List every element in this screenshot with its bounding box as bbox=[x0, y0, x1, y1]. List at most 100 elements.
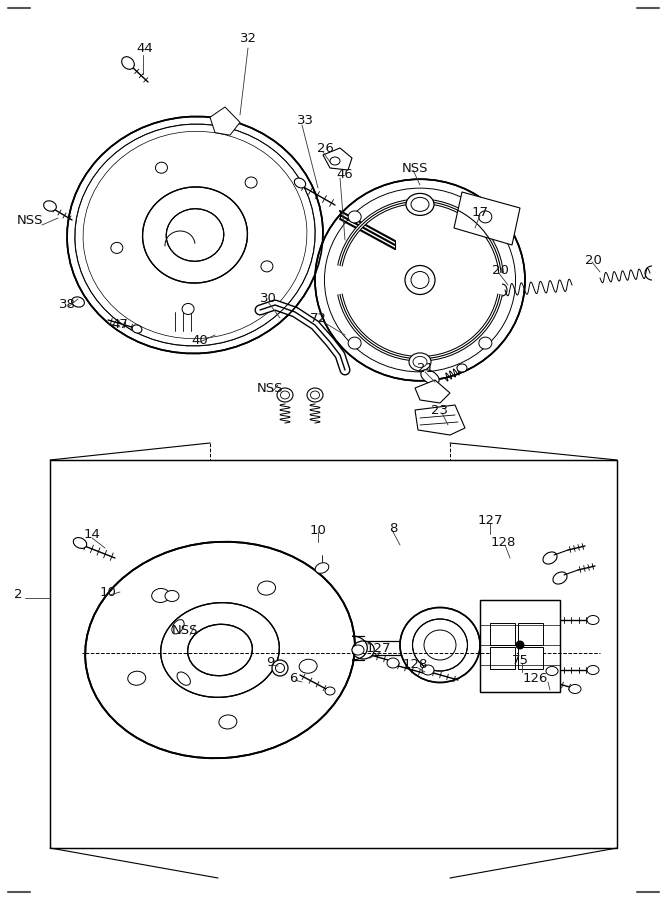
Text: 126: 126 bbox=[522, 671, 548, 685]
Ellipse shape bbox=[155, 162, 167, 173]
Ellipse shape bbox=[457, 364, 467, 372]
Ellipse shape bbox=[330, 157, 340, 165]
Text: 38: 38 bbox=[59, 299, 75, 311]
Ellipse shape bbox=[43, 201, 56, 212]
Ellipse shape bbox=[299, 659, 317, 673]
Text: 44: 44 bbox=[137, 41, 153, 55]
Polygon shape bbox=[323, 148, 352, 170]
Text: 32: 32 bbox=[239, 32, 257, 44]
Ellipse shape bbox=[261, 261, 273, 272]
Text: 47: 47 bbox=[111, 319, 129, 331]
Bar bbox=[490, 623, 515, 645]
Ellipse shape bbox=[543, 552, 557, 564]
Ellipse shape bbox=[411, 272, 429, 289]
Ellipse shape bbox=[421, 370, 439, 384]
Ellipse shape bbox=[325, 687, 335, 695]
Ellipse shape bbox=[348, 211, 361, 223]
Ellipse shape bbox=[479, 338, 492, 349]
Text: 17: 17 bbox=[472, 205, 488, 219]
Ellipse shape bbox=[405, 266, 435, 294]
Polygon shape bbox=[454, 192, 520, 245]
Text: 20: 20 bbox=[584, 254, 602, 266]
Ellipse shape bbox=[553, 572, 567, 584]
Bar bbox=[50, 460, 617, 848]
Text: 33: 33 bbox=[297, 113, 313, 127]
Text: 9: 9 bbox=[266, 655, 274, 669]
Text: 21: 21 bbox=[416, 362, 434, 374]
Ellipse shape bbox=[272, 660, 288, 676]
Ellipse shape bbox=[411, 197, 429, 211]
Ellipse shape bbox=[406, 194, 434, 215]
Ellipse shape bbox=[257, 581, 275, 595]
Ellipse shape bbox=[165, 590, 179, 601]
Ellipse shape bbox=[294, 178, 305, 188]
Ellipse shape bbox=[387, 658, 399, 668]
Ellipse shape bbox=[546, 667, 558, 676]
Bar bbox=[518, 623, 543, 645]
Ellipse shape bbox=[587, 665, 599, 674]
Ellipse shape bbox=[172, 619, 184, 634]
Text: NSS: NSS bbox=[402, 161, 428, 175]
Ellipse shape bbox=[245, 177, 257, 188]
Ellipse shape bbox=[409, 353, 431, 371]
Ellipse shape bbox=[85, 542, 355, 758]
Ellipse shape bbox=[275, 663, 285, 672]
Ellipse shape bbox=[219, 715, 237, 729]
Ellipse shape bbox=[422, 665, 434, 675]
Bar bbox=[50, 460, 617, 848]
Ellipse shape bbox=[413, 356, 427, 367]
Text: 30: 30 bbox=[259, 292, 276, 304]
Ellipse shape bbox=[177, 672, 190, 685]
Text: 6: 6 bbox=[289, 671, 297, 685]
Ellipse shape bbox=[277, 388, 293, 402]
Polygon shape bbox=[210, 107, 240, 135]
Ellipse shape bbox=[182, 303, 194, 314]
Ellipse shape bbox=[187, 625, 252, 676]
Text: NSS: NSS bbox=[17, 213, 43, 227]
Text: 10: 10 bbox=[99, 586, 117, 598]
Ellipse shape bbox=[71, 297, 85, 307]
Ellipse shape bbox=[569, 685, 581, 694]
Bar bbox=[480, 600, 560, 692]
Text: 20: 20 bbox=[492, 264, 508, 276]
Ellipse shape bbox=[315, 562, 329, 573]
Ellipse shape bbox=[111, 242, 123, 254]
Ellipse shape bbox=[516, 641, 524, 649]
Ellipse shape bbox=[400, 608, 480, 682]
Bar bbox=[518, 647, 543, 669]
Ellipse shape bbox=[67, 116, 323, 354]
Ellipse shape bbox=[132, 325, 142, 333]
Ellipse shape bbox=[307, 388, 323, 402]
Ellipse shape bbox=[161, 603, 279, 698]
Ellipse shape bbox=[352, 645, 364, 655]
Ellipse shape bbox=[352, 641, 374, 659]
Bar bbox=[490, 647, 515, 669]
Text: 128: 128 bbox=[490, 536, 516, 548]
Ellipse shape bbox=[143, 187, 247, 283]
Polygon shape bbox=[415, 380, 450, 403]
Ellipse shape bbox=[151, 589, 169, 602]
Ellipse shape bbox=[73, 537, 87, 548]
Ellipse shape bbox=[424, 630, 456, 660]
Text: 14: 14 bbox=[83, 528, 101, 542]
Text: 128: 128 bbox=[402, 659, 428, 671]
Polygon shape bbox=[415, 405, 465, 435]
Text: 75: 75 bbox=[512, 653, 528, 667]
Text: 26: 26 bbox=[317, 141, 334, 155]
Ellipse shape bbox=[166, 209, 224, 261]
Text: 10: 10 bbox=[309, 524, 326, 536]
Ellipse shape bbox=[315, 179, 525, 381]
Text: 72: 72 bbox=[309, 311, 327, 325]
Ellipse shape bbox=[121, 57, 134, 69]
Text: NSS: NSS bbox=[171, 624, 198, 636]
Bar bbox=[480, 600, 560, 692]
Text: 40: 40 bbox=[191, 334, 208, 346]
Ellipse shape bbox=[348, 338, 361, 349]
Ellipse shape bbox=[311, 391, 319, 399]
Ellipse shape bbox=[479, 211, 492, 223]
Ellipse shape bbox=[587, 616, 599, 625]
Text: 23: 23 bbox=[432, 403, 448, 417]
Ellipse shape bbox=[412, 619, 468, 671]
Text: 8: 8 bbox=[389, 521, 397, 535]
Ellipse shape bbox=[281, 391, 289, 399]
